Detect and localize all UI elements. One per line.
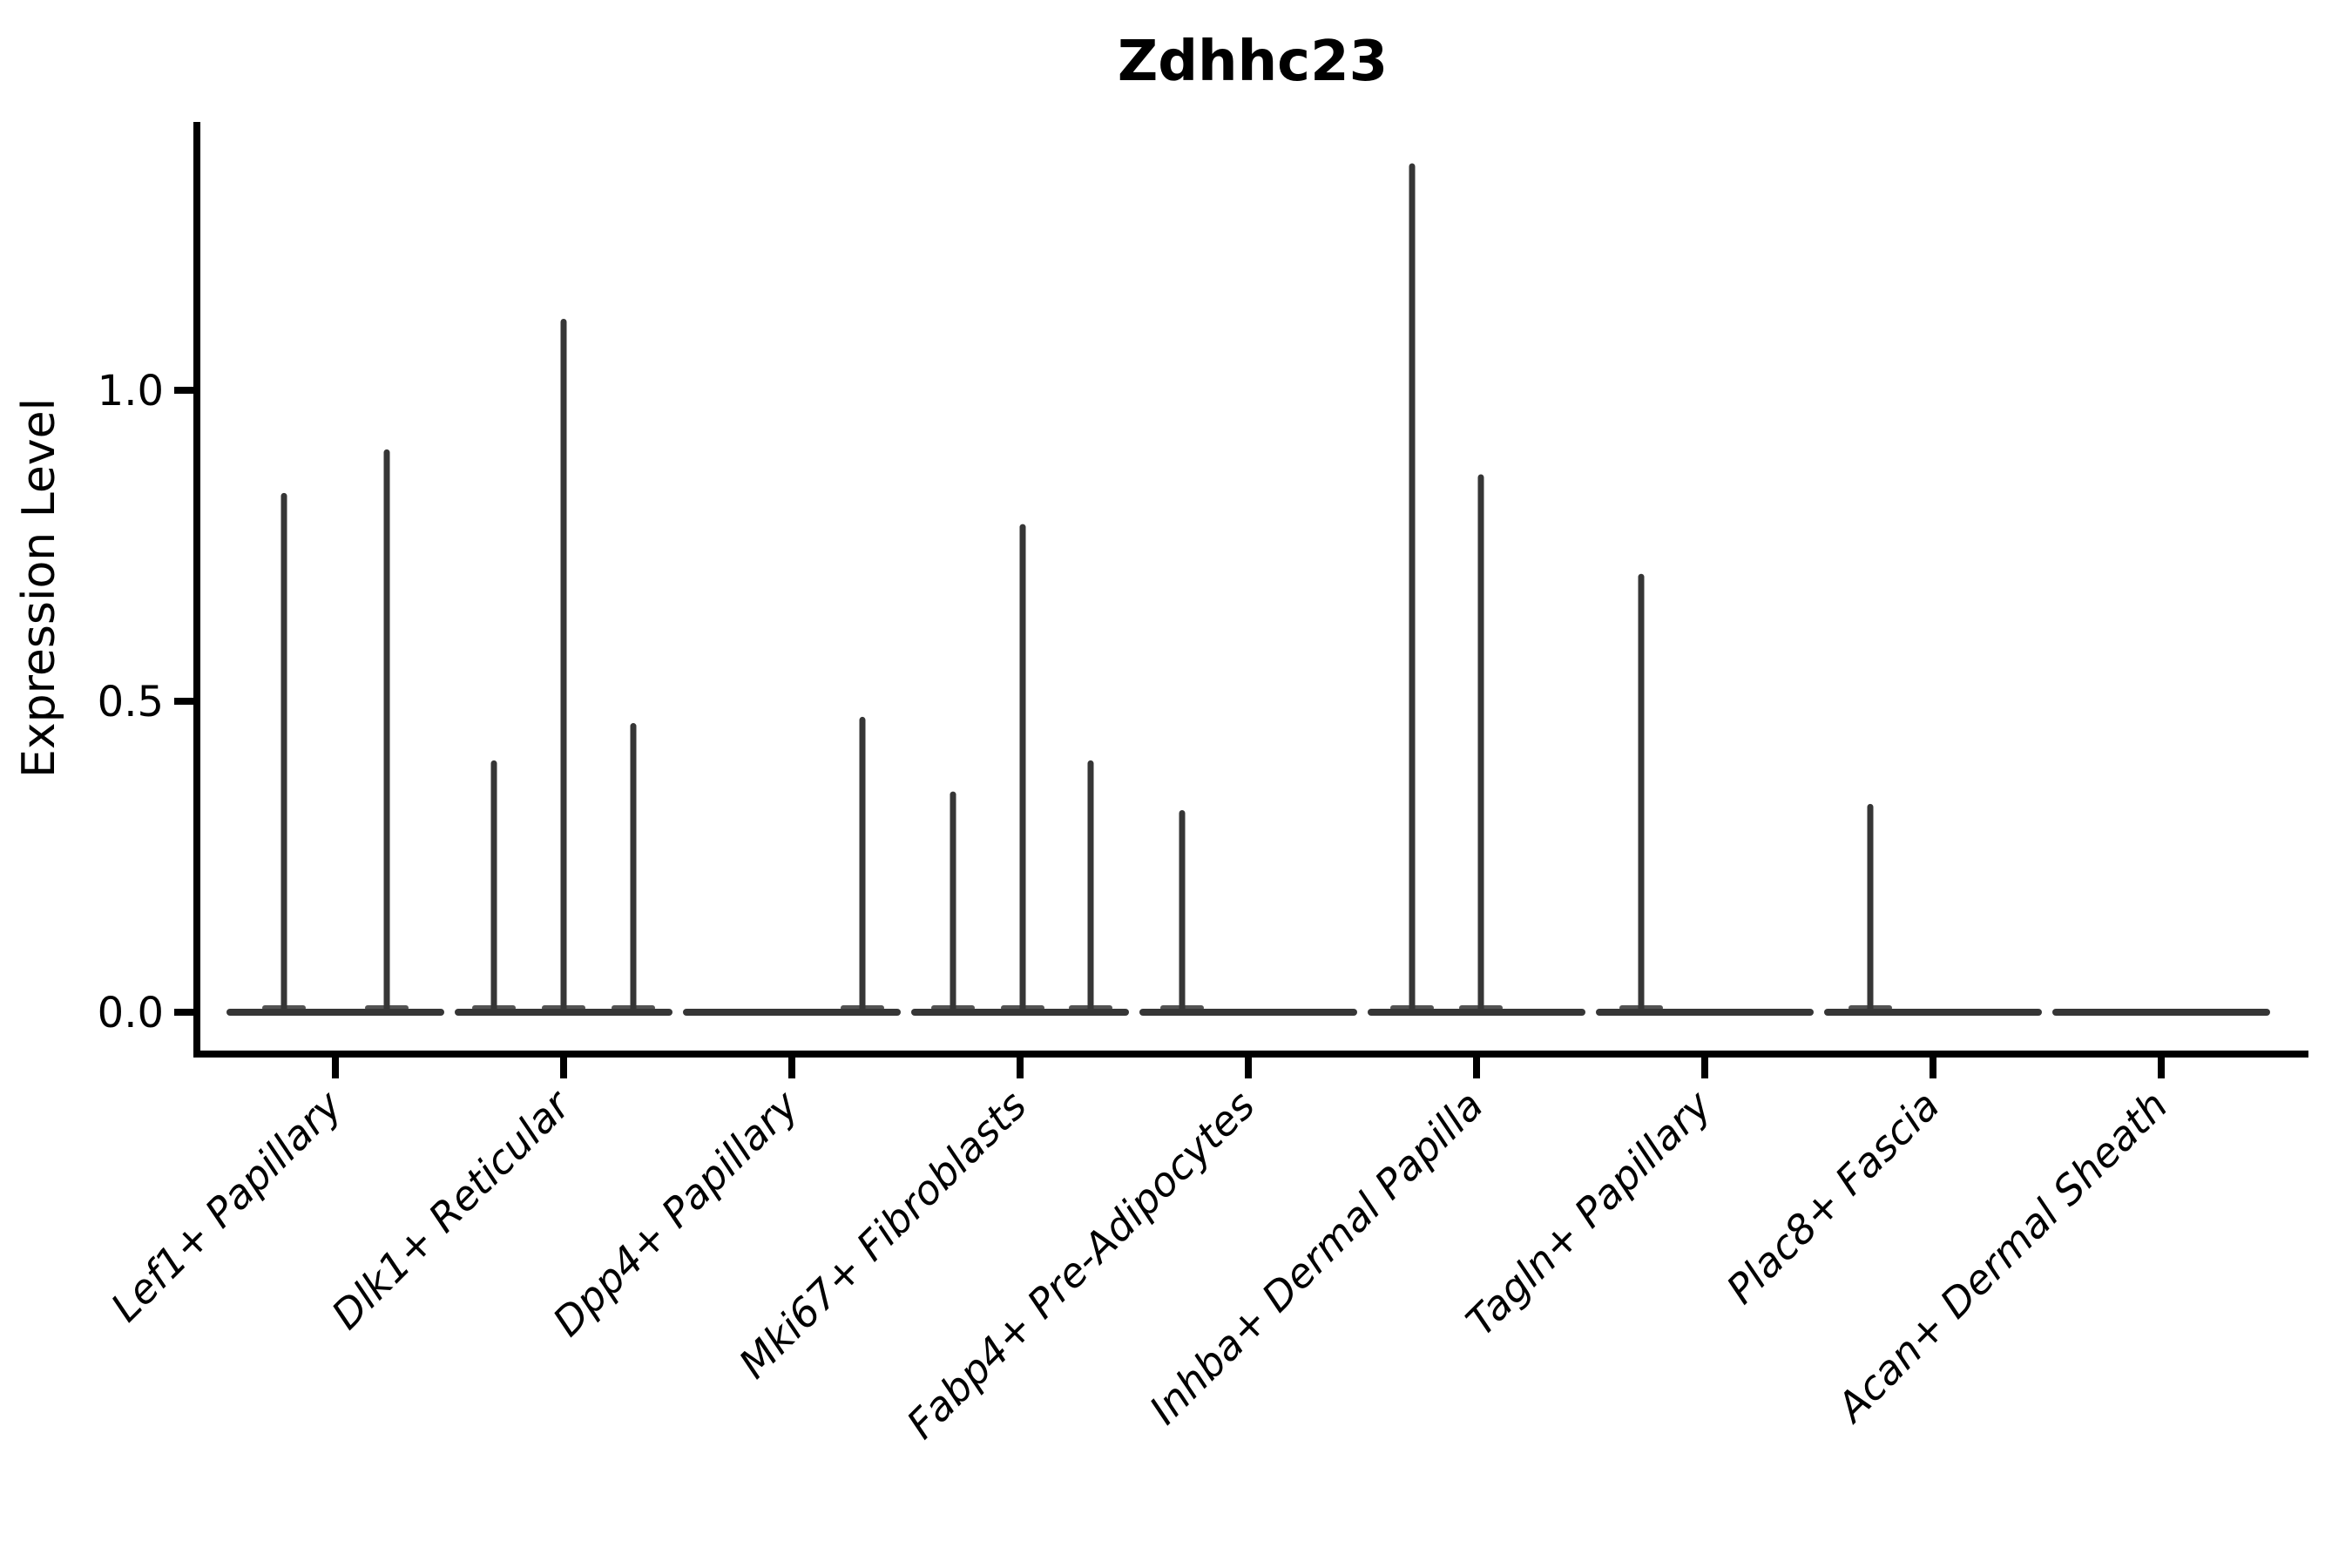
plot-title: Zdhhc23 xyxy=(1118,30,1388,94)
y-tick-label: 1.0 xyxy=(98,367,164,416)
x-tick-label: Dlk1+ Reticular xyxy=(322,1079,581,1338)
x-tick-label: Tagln+ Papillary xyxy=(1456,1081,1720,1345)
y-tick-label: 0.0 xyxy=(98,989,164,1037)
x-tick-label: Plac8+ Fascia xyxy=(1717,1082,1948,1313)
x-tick-label: Lef1+ Papillary xyxy=(102,1081,351,1330)
y-axis-label: Expression Level xyxy=(13,398,65,778)
y-tick-label: 0.5 xyxy=(98,678,164,727)
x-tick-label: Dpp4+ Papillary xyxy=(544,1081,808,1345)
